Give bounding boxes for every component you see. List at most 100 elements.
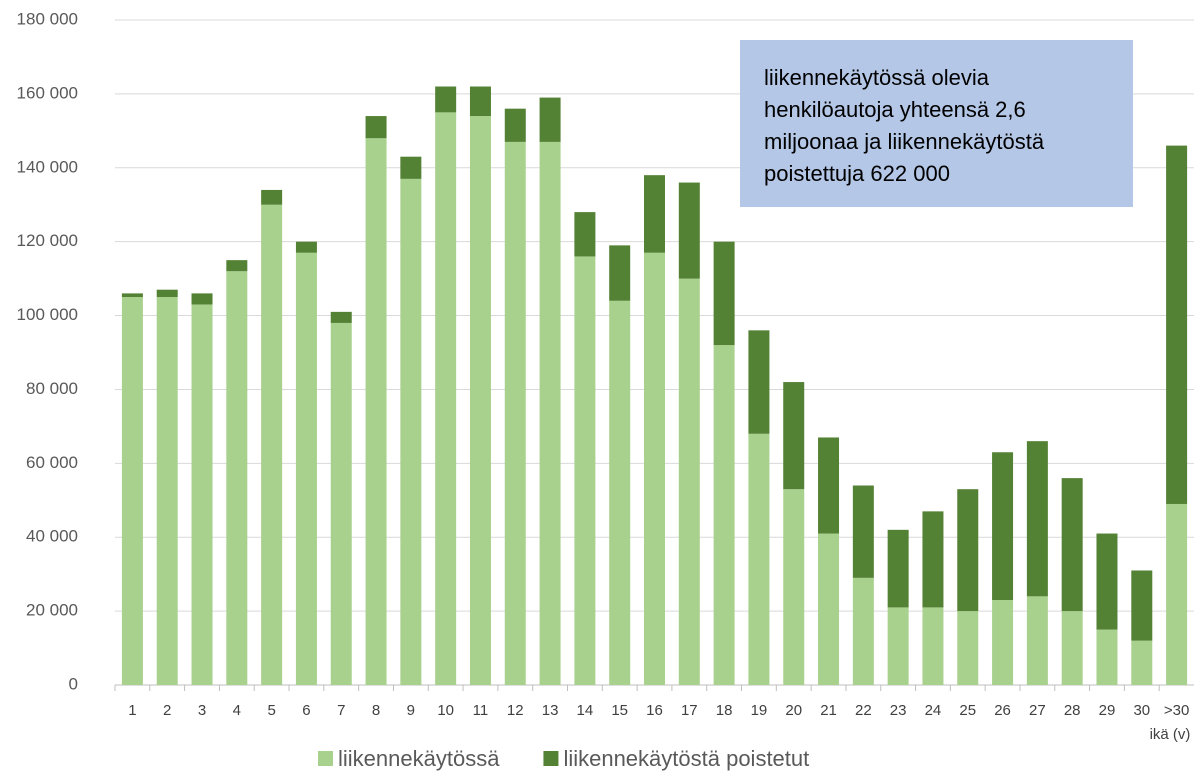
bar-segment bbox=[644, 252, 665, 685]
bar-segment bbox=[121, 293, 143, 298]
bar-segment bbox=[609, 300, 631, 685]
bar-segment bbox=[887, 607, 909, 685]
bar-segment bbox=[1166, 503, 1188, 685]
x-tick-label: 14 bbox=[577, 702, 594, 719]
y-tick-label: 0 bbox=[69, 674, 78, 693]
x-tick-label: 25 bbox=[959, 702, 976, 719]
y-tick-label: 120 000 bbox=[17, 231, 78, 250]
bar-segment bbox=[644, 175, 665, 253]
bar-segment bbox=[957, 611, 979, 685]
y-tick-label: 140 000 bbox=[17, 157, 78, 176]
bar-segment bbox=[504, 141, 526, 685]
bar-segment bbox=[469, 116, 491, 686]
y-tick-label: 100 000 bbox=[17, 305, 78, 324]
bar-segment bbox=[261, 189, 283, 205]
bar-segment bbox=[574, 256, 596, 685]
x-tick-label: 5 bbox=[267, 702, 275, 719]
x-tick-label: 10 bbox=[437, 702, 454, 719]
bar-segment bbox=[1026, 441, 1048, 597]
bar-segment bbox=[400, 178, 422, 685]
x-tick-label: 11 bbox=[473, 702, 489, 719]
x-tick-label: 28 bbox=[1064, 702, 1081, 719]
x-tick-label: 7 bbox=[337, 702, 345, 719]
bar-segment bbox=[609, 245, 631, 301]
bar-segment bbox=[226, 271, 248, 685]
bar-segment bbox=[295, 241, 317, 253]
bar-segment bbox=[748, 330, 770, 434]
legend-swatch bbox=[318, 751, 333, 766]
bar-segment bbox=[748, 433, 770, 685]
x-tick-label: 13 bbox=[542, 702, 559, 719]
bar-segment bbox=[992, 600, 1014, 685]
x-tick-label: 17 bbox=[681, 702, 698, 719]
x-tick-label: 27 bbox=[1029, 702, 1046, 719]
x-tick-label: 18 bbox=[716, 702, 733, 719]
y-tick-label: 160 000 bbox=[17, 83, 78, 102]
bar-segment bbox=[295, 252, 317, 685]
x-tick-label: 21 bbox=[820, 702, 837, 719]
bar-segment bbox=[678, 182, 700, 279]
bar-segment bbox=[261, 204, 283, 685]
y-tick-label: 20 000 bbox=[26, 601, 78, 620]
bar-segment bbox=[1061, 611, 1083, 685]
bar-segment bbox=[435, 86, 457, 113]
x-tick-label: 3 bbox=[198, 702, 206, 719]
bar-segment bbox=[504, 108, 526, 142]
bar-segment bbox=[1131, 640, 1153, 685]
bar-segment bbox=[852, 485, 874, 578]
bar-segment bbox=[435, 112, 457, 686]
x-tick-label: 20 bbox=[785, 702, 802, 719]
bar-segment bbox=[156, 289, 178, 298]
bar-segment bbox=[539, 97, 561, 142]
legend-swatch bbox=[543, 751, 559, 766]
bar-segment bbox=[121, 297, 143, 685]
y-tick-label: 40 000 bbox=[26, 527, 78, 546]
bar-segment bbox=[992, 452, 1014, 601]
bar-segment bbox=[156, 297, 178, 685]
x-tick-label: 22 bbox=[855, 702, 872, 719]
bar-segment bbox=[330, 311, 352, 323]
y-tick-label: 60 000 bbox=[26, 453, 78, 472]
bar-segment bbox=[469, 86, 491, 117]
x-tick-label: 9 bbox=[407, 702, 415, 719]
x-tick-label: 26 bbox=[994, 702, 1011, 719]
legend-label: liikennekäytössä bbox=[338, 746, 500, 771]
legend-label: liikennekäytöstä poistetut bbox=[563, 746, 809, 771]
x-tick-label: 29 bbox=[1099, 702, 1116, 719]
bar-segment bbox=[922, 607, 944, 685]
bar-segment bbox=[1131, 570, 1153, 641]
bar-segment bbox=[1061, 478, 1083, 612]
bar-segment bbox=[400, 156, 422, 179]
x-tick-label: 16 bbox=[646, 702, 663, 719]
bar-segment bbox=[957, 489, 979, 612]
bar-segment bbox=[330, 322, 352, 685]
x-axis-label: ikä (v) bbox=[1150, 726, 1191, 743]
bar-segment bbox=[887, 529, 909, 608]
x-tick-label: 19 bbox=[751, 702, 768, 719]
x-tick-label: 15 bbox=[611, 702, 628, 719]
x-tick-label: 30 bbox=[1133, 702, 1150, 719]
bar-segment bbox=[922, 511, 944, 608]
x-tick-label: 24 bbox=[925, 702, 942, 719]
x-tick-label: 8 bbox=[372, 702, 380, 719]
y-tick-label: 180 000 bbox=[17, 9, 78, 28]
x-tick-label: 2 bbox=[163, 702, 171, 719]
bar-segment bbox=[783, 382, 805, 490]
y-tick-label: 80 000 bbox=[26, 379, 78, 398]
bar-segment bbox=[783, 489, 805, 685]
bar-segment bbox=[226, 260, 248, 272]
x-tick-label: 1 bbox=[128, 702, 136, 719]
x-tick-label: 6 bbox=[302, 702, 310, 719]
bar-segment bbox=[574, 212, 596, 257]
bar-segment bbox=[191, 293, 213, 305]
bar-segment bbox=[365, 138, 387, 685]
bar-segment bbox=[1096, 533, 1118, 630]
bar-segment bbox=[852, 577, 874, 685]
bar-segment bbox=[818, 437, 840, 534]
bar-segment bbox=[365, 116, 387, 139]
x-tick-label: 23 bbox=[890, 702, 907, 719]
bar-segment bbox=[191, 304, 213, 685]
x-tick-label: >30 bbox=[1164, 702, 1189, 719]
